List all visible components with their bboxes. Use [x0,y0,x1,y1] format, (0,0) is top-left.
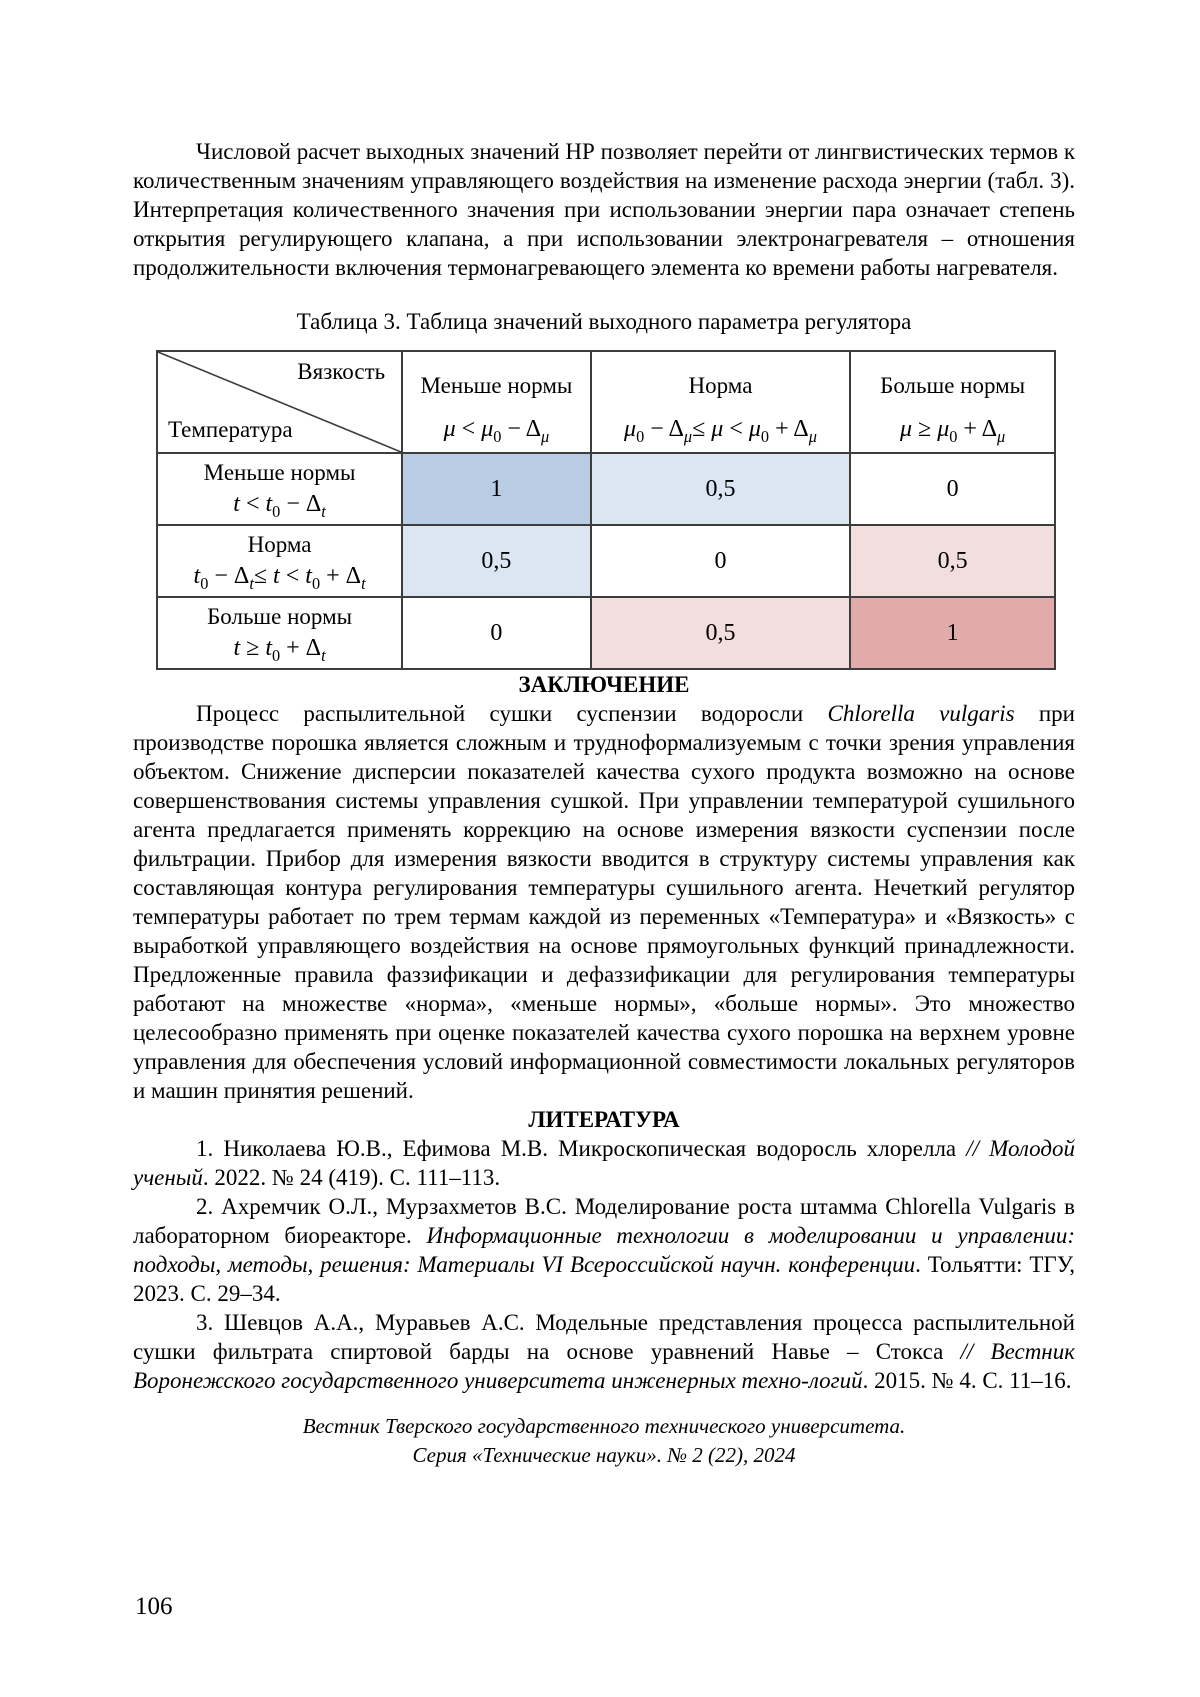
reference-item-1: 1. Николаева Ю.В., Ефимова М.В. Микроско… [133,1136,1076,1190]
table-cell-value: 0 [589,524,852,598]
column-header-label: Больше нормы [880,373,1026,398]
table-cell-value: 0 [849,452,1056,526]
table-row: Меньше нормы t < t0 − Δt 1 0,5 0 [155,452,1056,526]
table-cell-value: 0,5 [849,524,1056,598]
column-header-more-than-norm: Больше нормы μ ≥ μ0 + Δμ [849,350,1056,454]
row-header-norm: Норма t0 − Δt≤ t < t0 + Δt [155,524,404,598]
corner-label-temperature: Температура [168,417,293,442]
row-header-label: Норма [247,532,312,557]
row-header-more-than-norm: Больше нормы t ≥ t0 + Δt [155,596,404,670]
column-header-formula: μ0 − Δμ≤ μ < μ0 + Δμ [624,416,817,446]
corner-label-viscosity: Вязкость [297,359,386,384]
reference-item-3: 3. Шевцов А.А., Муравьев А.С. Модельные … [133,1310,1075,1393]
row-header-label: Больше нормы [207,604,353,629]
row-header-label: Меньше нормы [203,460,356,485]
table-row: Норма t0 − Δt≤ t < t0 + Δt 0,5 0 0,5 [155,524,1056,598]
table-cell-value: 0 [401,596,592,670]
table-cell-value: 0,5 [589,452,852,526]
column-header-label: Норма [688,373,753,398]
output-parameter-table: Вязкость Температура Меньше нормы μ < μ0… [155,350,1056,670]
reference-item-2: 2. Ахремчик О.Л., Мурзахметов В.С. Модел… [133,1194,1075,1306]
conclusion-paragraph: Процесс распылительной сушки суспензии в… [133,701,1075,1103]
table-cell-value: 1 [849,596,1056,670]
column-header-formula: μ ≥ μ0 + Δμ [899,416,1006,446]
column-header-less-than-norm: Меньше нормы μ < μ0 − Δμ [401,350,592,454]
row-header-less-than-norm: Меньше нормы t < t0 − Δt [155,452,404,526]
row-header-formula: t0 − Δt≤ t < t0 + Δt [193,563,366,593]
table-header-row: Вязкость Температура Меньше нормы μ < μ0… [155,350,1056,454]
table-row: Больше нормы t ≥ t0 + Δt 0 0,5 1 [155,596,1056,670]
table-cell-value: 1 [401,452,592,526]
conclusion-heading: ЗАКЛЮЧЕНИЕ [518,672,690,697]
row-header-formula: t < t0 − Δt [233,491,326,521]
table-cell-value: 0,5 [401,524,592,598]
literature-heading: ЛИТЕРАТУРА [528,1107,680,1132]
row-header-formula: t ≥ t0 + Δt [233,635,326,665]
column-header-label: Меньше нормы [420,373,573,398]
diagonal-line [158,352,401,452]
table-corner-cell: Вязкость Температура [155,350,404,454]
table-cell-value: 0,5 [589,596,852,670]
journal-footer: Вестник Тверского государственного техни… [133,1412,1075,1470]
column-header-formula: μ < μ0 − Δμ [443,416,550,446]
column-header-norm: Норма μ0 − Δμ≤ μ < μ0 + Δμ [589,350,852,454]
table-caption: Таблица 3. Таблица значений выходного па… [296,309,912,334]
journal-footer-line-1: Вестник Тверского государственного техни… [302,1414,906,1438]
intro-paragraph: Числовой расчет выходных значений НР поз… [133,139,1075,280]
page-number: 106 [135,1593,173,1620]
journal-footer-line-2: Серия «Технические науки». № 2 (22), 202… [412,1443,796,1467]
